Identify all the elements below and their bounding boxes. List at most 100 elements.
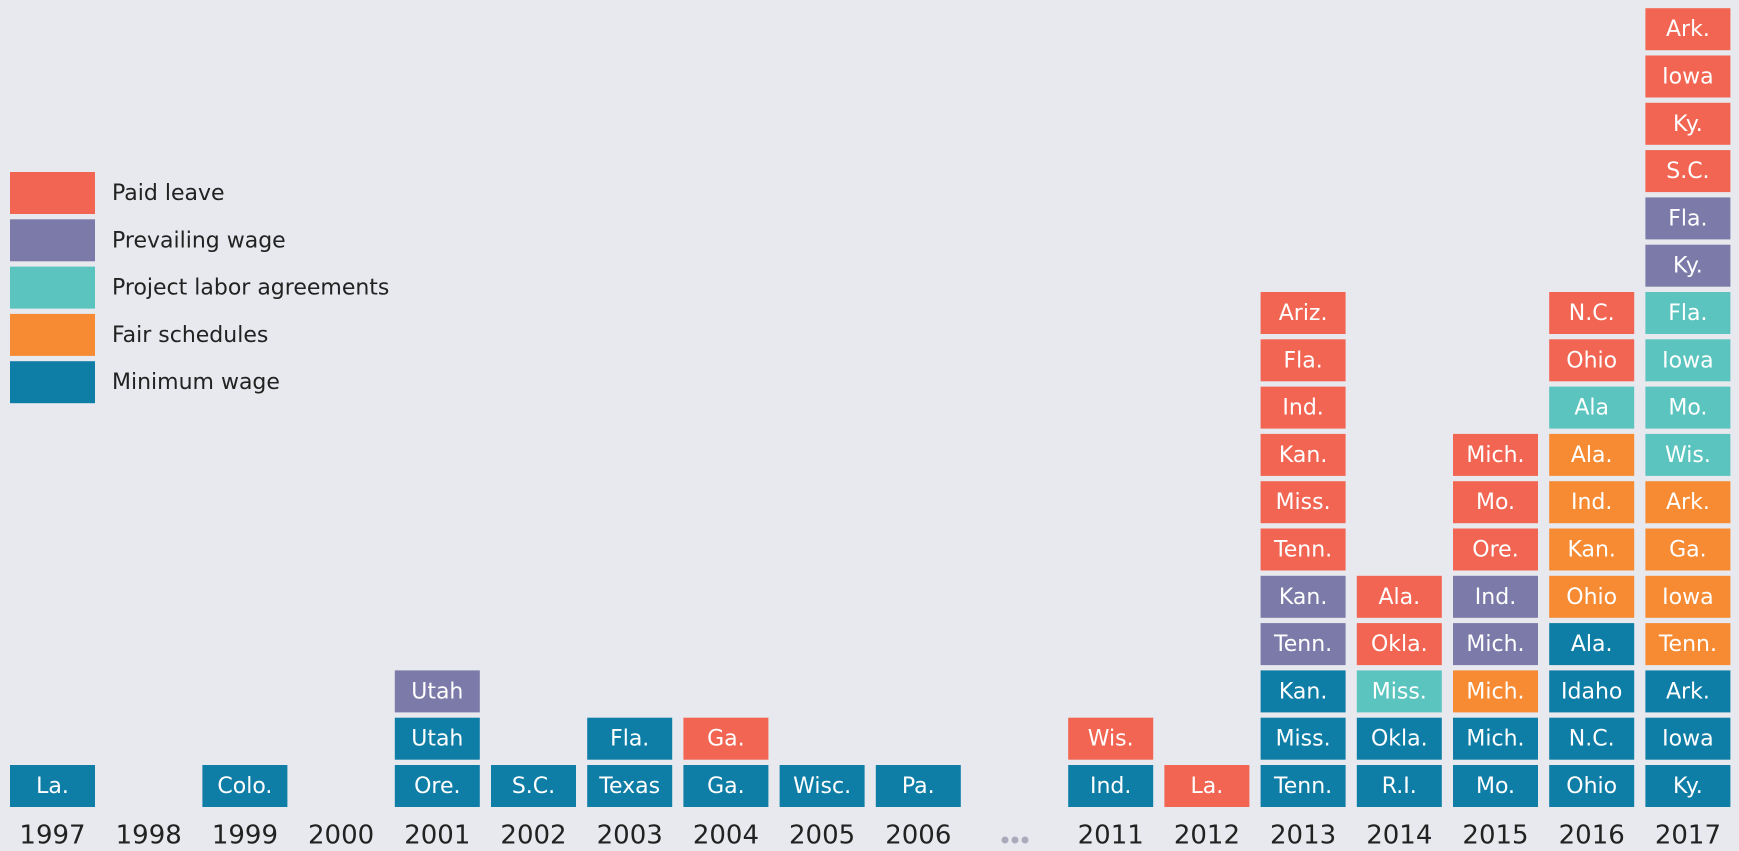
block bbox=[394, 765, 480, 807]
block-label: Ky. bbox=[1673, 112, 1703, 137]
block bbox=[1260, 765, 1346, 807]
block-label: Kan. bbox=[1279, 679, 1327, 704]
block bbox=[1645, 8, 1731, 51]
block-label: Utah bbox=[411, 727, 463, 752]
block-label: Ariz. bbox=[1279, 301, 1328, 326]
block-label: Ark. bbox=[1666, 679, 1710, 704]
block-label: Mich. bbox=[1466, 443, 1524, 468]
legend-label: Paid leave bbox=[112, 181, 225, 206]
block-label: S.C. bbox=[512, 774, 555, 799]
block bbox=[1356, 765, 1442, 807]
block-label: S.C. bbox=[1666, 159, 1709, 184]
block bbox=[779, 765, 865, 807]
block-label: Ore. bbox=[1472, 538, 1518, 563]
block bbox=[1645, 339, 1731, 382]
year-label: 2006 bbox=[885, 821, 951, 851]
block bbox=[1645, 292, 1731, 334]
block bbox=[1549, 575, 1635, 618]
block bbox=[1549, 481, 1635, 524]
block bbox=[1645, 55, 1731, 98]
block bbox=[1356, 575, 1442, 618]
block bbox=[202, 765, 288, 807]
block-label: Miss. bbox=[1276, 490, 1331, 515]
legend-swatch bbox=[10, 361, 95, 404]
block-label: Tenn. bbox=[1658, 632, 1717, 657]
legend-label: Minimum wage bbox=[112, 370, 280, 395]
block bbox=[1549, 717, 1635, 760]
block-label: Iowa bbox=[1662, 727, 1713, 752]
block bbox=[1645, 433, 1731, 476]
block bbox=[1453, 765, 1538, 807]
block bbox=[1549, 670, 1635, 713]
gap-dots bbox=[1001, 836, 1029, 844]
block-label: N.C. bbox=[1569, 727, 1615, 752]
block bbox=[491, 765, 576, 807]
block bbox=[1453, 528, 1538, 571]
block bbox=[1453, 575, 1538, 618]
block-label: Ala bbox=[1574, 396, 1609, 421]
block bbox=[1645, 386, 1731, 429]
year-label: 2005 bbox=[789, 821, 855, 851]
block bbox=[1549, 433, 1635, 476]
block bbox=[1260, 575, 1346, 618]
block-label: Utah bbox=[411, 679, 463, 704]
block bbox=[1260, 717, 1346, 760]
block-label: R.I. bbox=[1382, 774, 1417, 799]
year-label: 1998 bbox=[116, 821, 182, 851]
block-label: Ind. bbox=[1571, 490, 1612, 515]
legend-swatch bbox=[10, 219, 95, 262]
block bbox=[1260, 386, 1346, 429]
block-label: Fla. bbox=[1668, 301, 1707, 326]
block-label: Ga. bbox=[1669, 538, 1707, 563]
block bbox=[587, 717, 673, 760]
block bbox=[1453, 623, 1538, 666]
block bbox=[1645, 765, 1731, 807]
year-label: 2017 bbox=[1655, 821, 1721, 851]
block bbox=[1260, 292, 1346, 334]
block bbox=[1549, 292, 1635, 334]
year-label: 2003 bbox=[597, 821, 663, 851]
block-label: Fla. bbox=[1283, 348, 1322, 373]
block-label: Ga. bbox=[707, 727, 745, 752]
block bbox=[1164, 765, 1250, 807]
block-label: Ala. bbox=[1571, 443, 1613, 468]
block-label: Mich. bbox=[1466, 632, 1524, 657]
block-label: Ore. bbox=[414, 774, 460, 799]
block-label: N.C. bbox=[1569, 301, 1615, 326]
block bbox=[10, 765, 95, 807]
block bbox=[1260, 339, 1346, 382]
dot bbox=[1001, 836, 1009, 844]
year-label: 2015 bbox=[1462, 821, 1528, 851]
legend-swatch bbox=[10, 172, 95, 214]
block bbox=[1260, 481, 1346, 524]
block bbox=[875, 765, 961, 807]
block bbox=[1453, 481, 1538, 524]
block-label: Wis. bbox=[1088, 727, 1134, 752]
block-label: Idaho bbox=[1561, 679, 1622, 704]
block bbox=[394, 717, 480, 760]
legend-swatch bbox=[10, 313, 95, 356]
block-label: Tenn. bbox=[1273, 774, 1332, 799]
block bbox=[1645, 197, 1731, 240]
block bbox=[1068, 717, 1154, 760]
block-label: Wis. bbox=[1665, 443, 1711, 468]
block bbox=[1645, 150, 1731, 193]
block bbox=[587, 765, 673, 807]
dot bbox=[1011, 836, 1019, 844]
block-label: Ala. bbox=[1571, 632, 1613, 657]
block-label: La. bbox=[36, 774, 69, 799]
block-label: Miss. bbox=[1372, 679, 1427, 704]
block bbox=[1453, 670, 1538, 713]
block bbox=[1260, 433, 1346, 476]
legend-label: Project labor agreements bbox=[112, 276, 389, 301]
block-label: Ky. bbox=[1673, 774, 1703, 799]
block-label: Texas bbox=[598, 774, 660, 799]
year-label: 1999 bbox=[212, 821, 278, 851]
block-label: Mo. bbox=[1476, 490, 1515, 515]
block-label: Okla. bbox=[1371, 632, 1428, 657]
block-label: Pa. bbox=[902, 774, 935, 799]
block-label: Tenn. bbox=[1273, 632, 1332, 657]
block-label: Ky. bbox=[1673, 254, 1703, 279]
block bbox=[683, 717, 769, 760]
